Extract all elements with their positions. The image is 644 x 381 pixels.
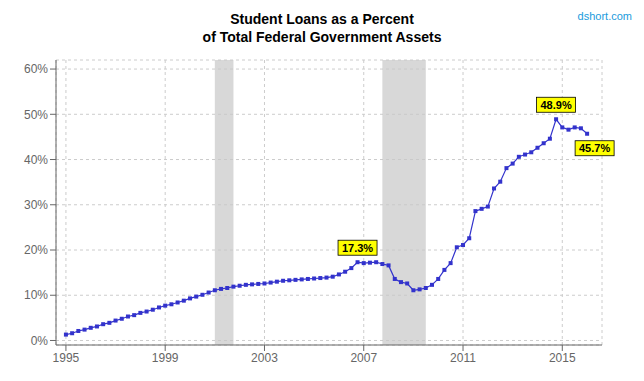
html-text:Student Loans as a Percent: Student Loans as a Percent xyxy=(230,11,414,27)
svg-text:60%: 60% xyxy=(24,62,48,76)
svg-text:20%: 20% xyxy=(24,243,48,257)
svg-text:10%: 10% xyxy=(24,288,48,302)
svg-text:2007: 2007 xyxy=(350,351,377,365)
svg-text:1999: 1999 xyxy=(152,351,179,365)
svg-text:1995: 1995 xyxy=(53,351,80,365)
svg-text:2003: 2003 xyxy=(251,351,278,365)
svg-text:30%: 30% xyxy=(24,198,48,212)
svg-text:17.3%: 17.3% xyxy=(342,242,373,254)
svg-text:45.7%: 45.7% xyxy=(579,142,610,154)
html-text:of Total Federal Government As: of Total Federal Government Assets xyxy=(202,29,442,45)
svg-text:50%: 50% xyxy=(24,108,48,122)
svg-text:40%: 40% xyxy=(24,153,48,167)
html-text:dshort.com: dshort.com xyxy=(577,10,632,22)
svg-text:2011: 2011 xyxy=(450,351,476,365)
svg-text:2015: 2015 xyxy=(549,351,576,365)
svg-text:48.9%: 48.9% xyxy=(540,99,571,111)
svg-text:0%: 0% xyxy=(31,334,49,348)
